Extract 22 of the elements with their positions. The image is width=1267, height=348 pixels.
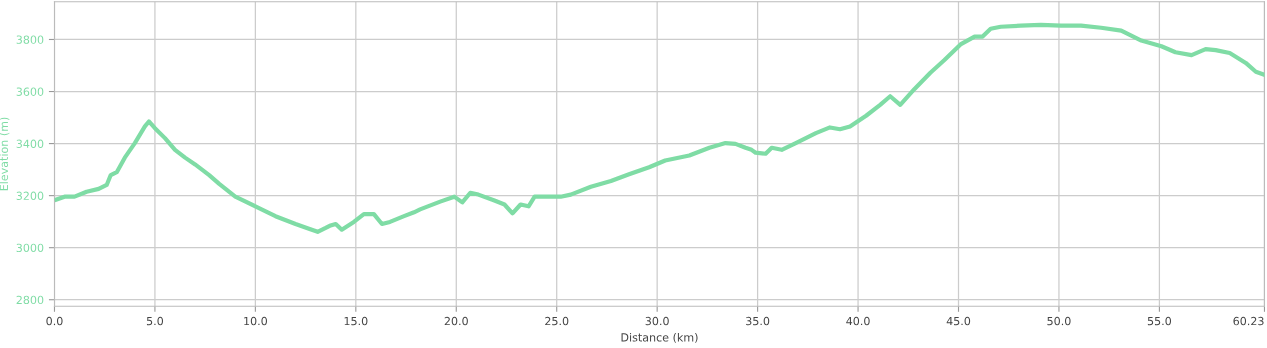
x-tick-label: 30.0: [645, 316, 669, 326]
x-tick-label: 40.0: [846, 316, 870, 326]
y-tick-label: 3600: [16, 87, 44, 96]
y-axis-title: Elevation (m): [0, 117, 10, 191]
x-tick-label: 10.0: [244, 316, 268, 326]
x-tick-label: 5.0: [146, 316, 164, 326]
x-tick-label: 45.0: [946, 316, 971, 326]
x-tick-label: 0.0: [46, 316, 63, 326]
x-axis-title: Distance (km): [621, 332, 698, 343]
x-tick-label: 25.0: [545, 316, 569, 326]
y-tick-label: 3200: [16, 191, 44, 201]
y-tick-label: 3800: [16, 35, 44, 44]
x-tick-label: 20.0: [444, 316, 468, 326]
x-tick-label: 15.0: [344, 316, 368, 326]
x-tick-label: 35.0: [746, 316, 770, 326]
y-tick-label: 3000: [16, 243, 44, 253]
y-tick-label: 2800: [16, 295, 44, 305]
x-tick-label: 50.0: [1047, 316, 1071, 326]
line-series: [54, 22, 1265, 234]
y-tick-label: 3400: [16, 139, 44, 148]
x-tick-label: 60.23: [1233, 316, 1264, 326]
x-tick-label: 55.0: [1147, 316, 1172, 326]
